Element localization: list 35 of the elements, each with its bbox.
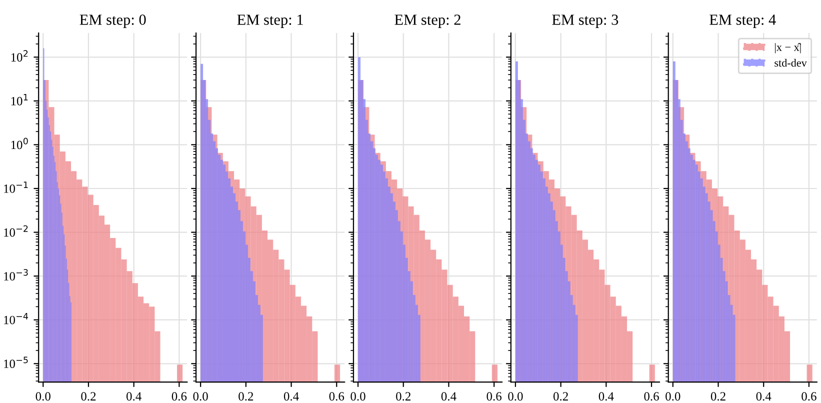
y-tick-label: 10$^{−1}$ [4,182,28,193]
x-tick-label: 0.0 [193,392,208,401]
x-tick-label: 0.6 [329,392,344,401]
chart-title: EM step: 0 [80,14,146,28]
x-tick-label: 0.2 [396,392,410,401]
x-tick-label: 0.0 [508,392,523,401]
legend-label: |x − x̂| [775,43,802,54]
y-tick-label: 10$^{2}$ [11,50,28,62]
legend-label: std-dev [774,58,807,67]
y-tick-label: 10$^{−3}$ [4,269,28,281]
x-tick-label: 0.0 [36,392,50,401]
x-tick-label: 0.6 [644,392,659,401]
x-tick-label: 0.2 [710,392,726,401]
y-tick-label: 10$^{0}$ [11,138,28,150]
chart-title: EM step: 1 [237,14,303,28]
x-tick-label: 0.2 [553,392,568,401]
x-tick-label: 0.4 [756,392,772,401]
y-tick-label: 10$^{1}$ [11,94,28,106]
chart-title: EM step: 3 [552,14,618,28]
x-tick-label: 0.2 [238,392,254,401]
x-tick-label: 0.6 [172,392,187,401]
x-tick-label: 0.0 [350,392,366,401]
x-tick-label: 0.4 [598,392,614,401]
y-tick-label: 10$^{−4}$ [4,312,28,324]
x-tick-label: 0.4 [441,392,456,401]
x-tick-label: 0.6 [802,392,816,401]
x-tick-label: 0.4 [284,392,299,401]
y-tick-label: 10$^{−2}$ [4,225,28,237]
x-tick-label: 0.2 [81,392,96,401]
chart-title: EM step: 2 [394,14,460,28]
x-tick-label: 0.0 [666,392,680,401]
y-tick-label: 10$^{−5}$ [4,356,28,368]
x-tick-label: 0.6 [486,392,502,401]
x-tick-label: 0.4 [126,392,142,401]
chart-title: EM step: 4 [710,14,776,28]
